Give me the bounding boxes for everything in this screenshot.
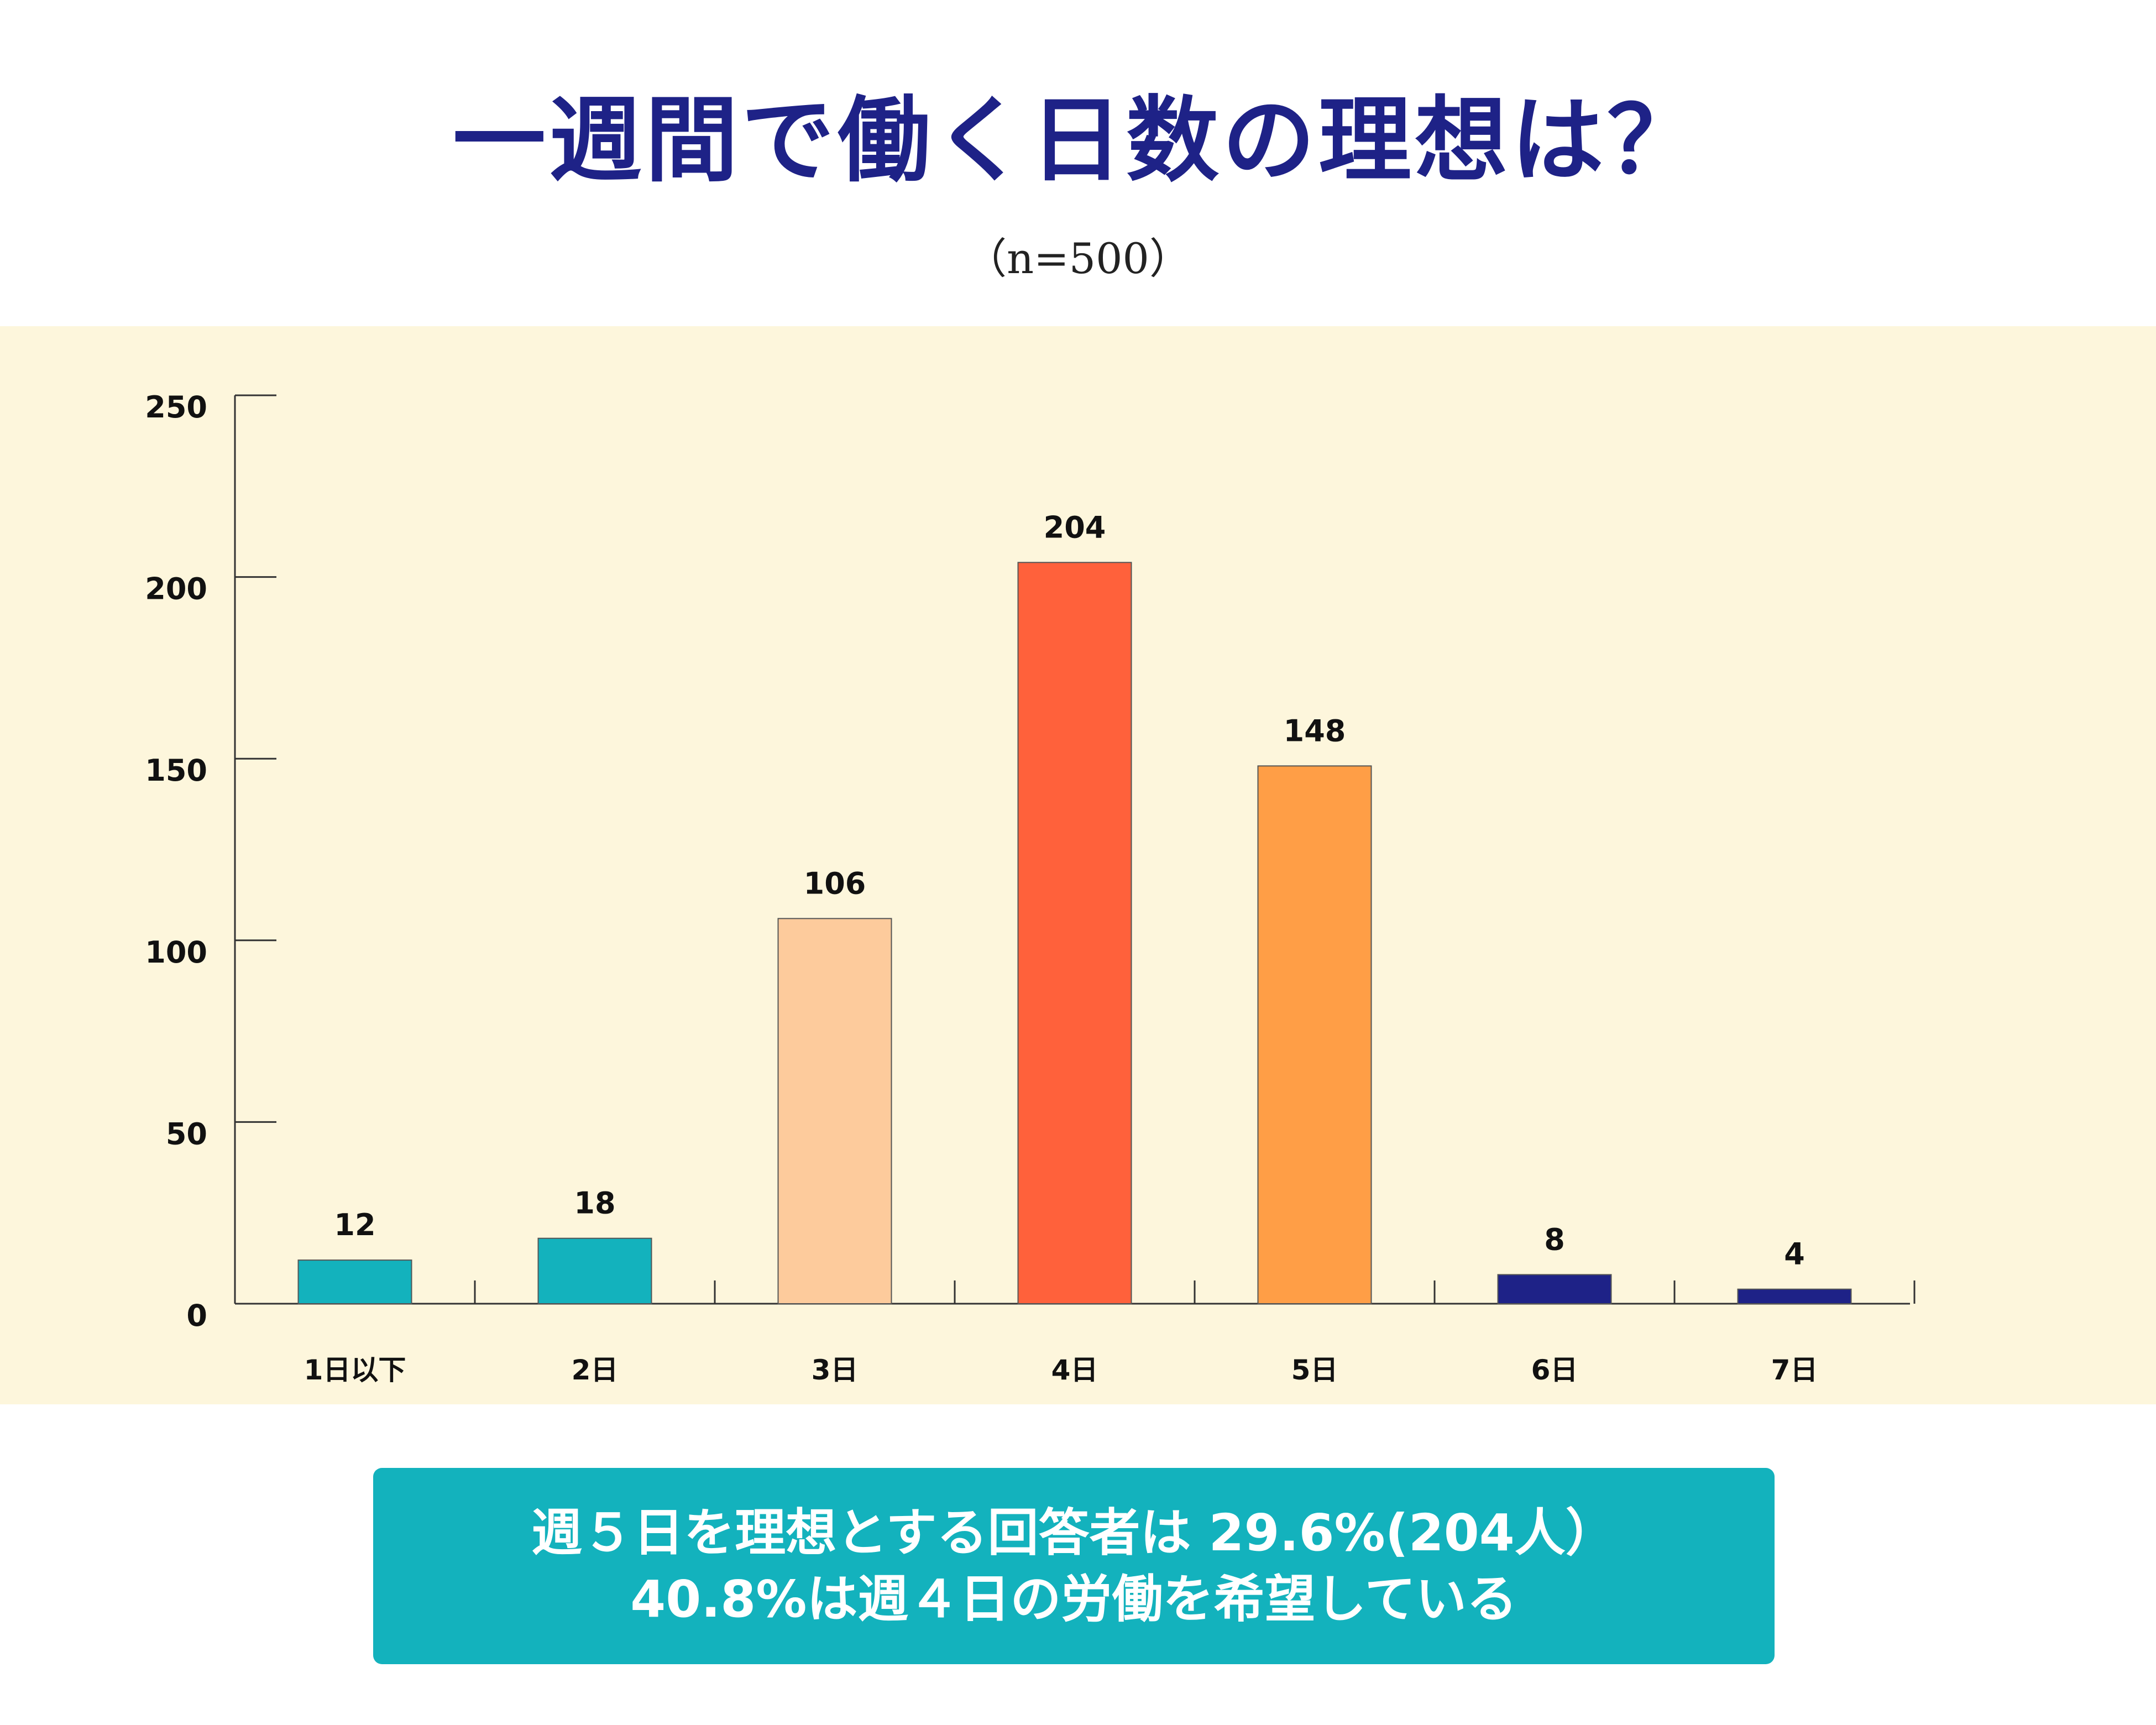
- y-tick-label: 250: [145, 390, 207, 425]
- x-category-label: 4日: [1051, 1354, 1098, 1386]
- bar: [297, 1259, 412, 1304]
- y-tick-label: 200: [145, 572, 207, 607]
- x-category-label: 7日: [1771, 1354, 1818, 1386]
- bar: [1737, 1288, 1852, 1305]
- bar-value-label: 148: [1284, 713, 1346, 748]
- y-tick-label: 150: [145, 753, 207, 788]
- bar: [1497, 1274, 1612, 1304]
- x-category-label: 2日: [572, 1354, 619, 1386]
- bar: [1017, 562, 1132, 1304]
- bar-value-label: 204: [1044, 510, 1106, 545]
- bar: [777, 918, 892, 1305]
- bar-value-label: 8: [1544, 1222, 1565, 1257]
- bar: [537, 1237, 652, 1304]
- bar-value-label: 12: [334, 1208, 375, 1242]
- bar-value-label: 106: [804, 866, 866, 901]
- y-tick-label: 50: [166, 1116, 207, 1151]
- x-category-label: 5日: [1291, 1354, 1338, 1386]
- x-category-label: 1日以下: [304, 1354, 406, 1386]
- summary-box: 週５日を理想とする回答者は 29.6%(204人） 40.8%は週４日の労働を希…: [373, 1468, 1775, 1664]
- sample-size-note: （n=500）: [965, 234, 1191, 283]
- bar-value-label: 4: [1784, 1237, 1805, 1272]
- y-tick-label: 100: [145, 935, 207, 970]
- bar-value-label: 18: [574, 1186, 615, 1221]
- y-tick-label: 0: [186, 1298, 207, 1333]
- bar-chart: 0 50 100 150 200 250 12 1日以下 18 2日 106 3日 204 4日 148 5日…: [145, 390, 1916, 1386]
- chart-panel: 0 50 100 150 200 250 12 1日以下 18 2日 106 3日 204 4日 148 5日…: [0, 326, 2156, 1404]
- summary-line-1: 週５日を理想とする回答者は 29.6%(204人）: [531, 1503, 1616, 1562]
- bar: [1257, 765, 1372, 1304]
- x-category-label: 6日: [1531, 1354, 1578, 1386]
- x-category-label: 3日: [812, 1354, 859, 1386]
- summary-line-2: 40.8%は週４日の労働を希望している: [630, 1569, 1517, 1629]
- chart-title: 一週間で働く日数の理想は？: [453, 86, 1703, 195]
